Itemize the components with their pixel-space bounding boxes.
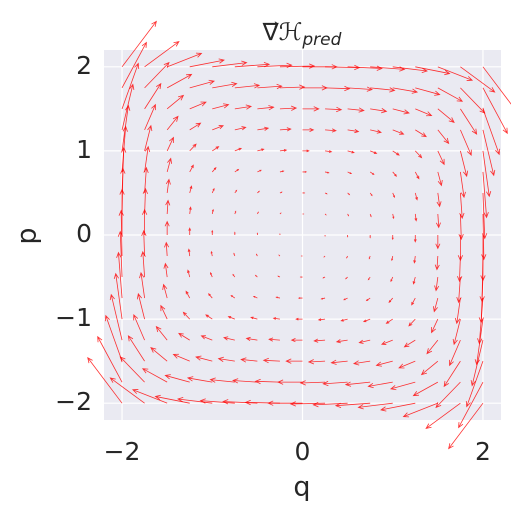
arrow: [303, 171, 307, 172]
y-tick-label: 1: [76, 135, 92, 164]
x-tick-label: −2: [104, 437, 141, 466]
arrow: [301, 277, 303, 278]
y-tick-label: −2: [55, 387, 92, 416]
arrow: [303, 193, 305, 194]
arrow: [299, 297, 303, 298]
y-tick-label: −1: [55, 303, 92, 332]
chart-title: ∇⃗ℋpred: [262, 18, 342, 50]
x-tick-label: 0: [295, 437, 311, 466]
title-main: ∇⃗ℋ: [262, 18, 303, 46]
y-tick-label: 0: [76, 219, 92, 248]
y-axis-label: p: [12, 227, 43, 244]
y-tick-label: 2: [76, 51, 92, 80]
arrow: [347, 235, 348, 237]
arrow: [234, 232, 235, 235]
arrow: [257, 233, 258, 235]
title-subscript: pred: [301, 30, 341, 50]
x-tick-label: 2: [475, 437, 491, 466]
arrow: [370, 235, 371, 238]
x-axis-label: q: [293, 472, 310, 503]
